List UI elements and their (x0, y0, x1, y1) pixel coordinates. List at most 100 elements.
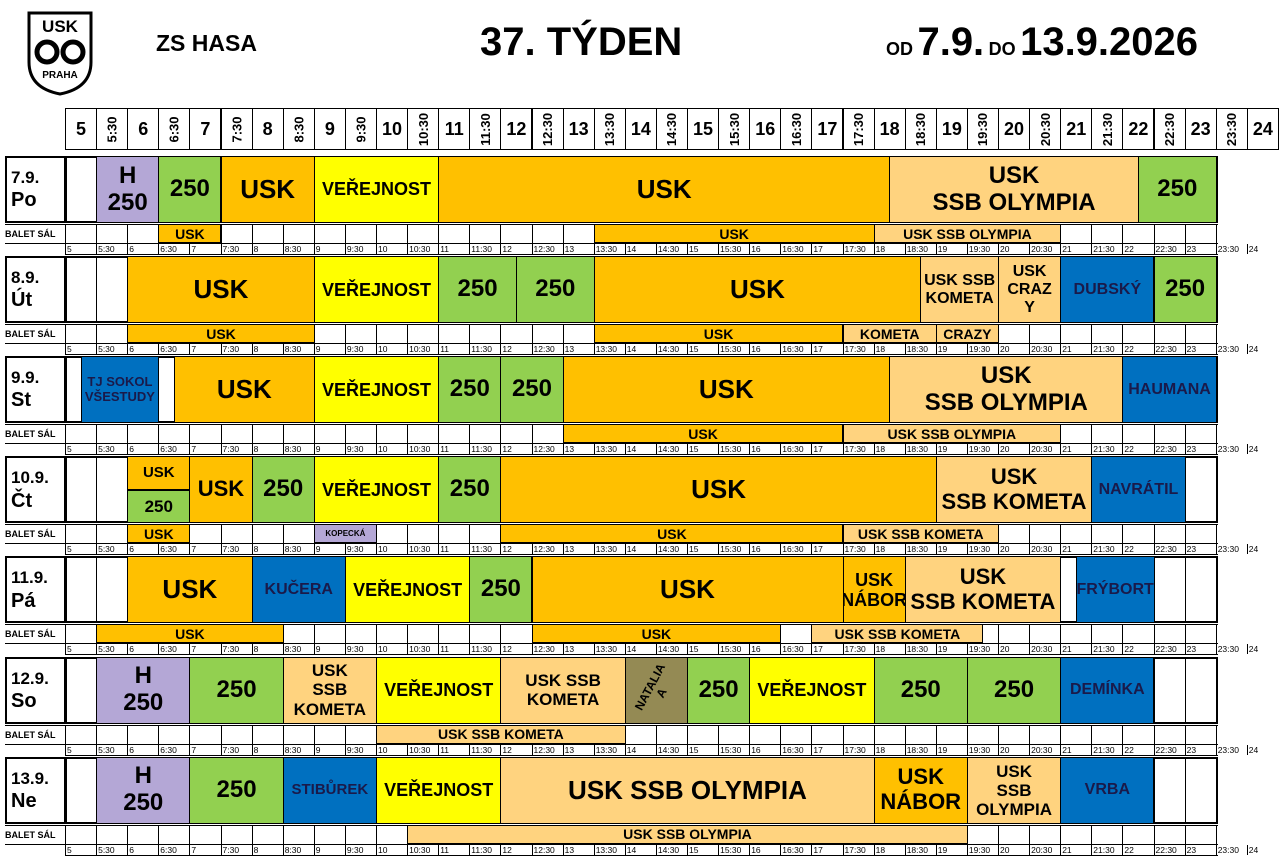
schedule-block[interactable]: 250 (189, 656, 284, 724)
schedule-block[interactable]: FRÝBORT (1075, 556, 1155, 624)
schedule-block-label: 250 (480, 575, 521, 603)
schedule-block[interactable]: USK SSB KOMETA (920, 256, 999, 324)
time-tick: 18 (873, 444, 886, 455)
schedule-block[interactable]: VEŘEJNOST (313, 456, 440, 524)
balet-block[interactable]: USK (593, 324, 844, 344)
schedule-block[interactable]: USK (438, 156, 891, 223)
schedule-block[interactable]: USK (127, 256, 315, 324)
schedule-block-label: 250 (449, 375, 490, 403)
grid-line (344, 824, 346, 844)
schedule-block[interactable]: 250 (966, 656, 1062, 724)
balet-block[interactable]: USK (127, 524, 191, 544)
time-tick: 24 (1246, 344, 1259, 355)
schedule-block[interactable]: 250 (1137, 156, 1217, 223)
balet-block[interactable]: KOMETA (842, 324, 937, 344)
schedule-block[interactable]: USK (500, 456, 937, 524)
schedule-block[interactable]: 250 (438, 356, 502, 424)
schedule-block[interactable]: VEŘEJNOST (313, 256, 440, 324)
schedule-block[interactable]: 250 (515, 256, 595, 324)
time-tick: 23 (1184, 844, 1197, 855)
schedule-block[interactable]: H 250 (96, 756, 191, 824)
grid-line (904, 724, 906, 744)
schedule-block[interactable]: USK SSB OLYMPIA (889, 356, 1124, 424)
time-header-cell: 19:30 (966, 108, 999, 150)
schedule-block[interactable]: NAVRÁTIL (1091, 456, 1186, 524)
balet-block[interactable]: USK SSB KOMETA (842, 524, 999, 544)
day-date: 10.9. (11, 468, 49, 488)
schedule-block[interactable]: 250 (189, 756, 284, 824)
balet-block[interactable]: USK (96, 624, 284, 644)
schedule-block[interactable]: USK SSB KOMETA (282, 656, 377, 724)
time-tick: 21 (1060, 644, 1072, 655)
schedule-block[interactable]: 250 (873, 656, 968, 724)
schedule-block[interactable]: VRBA (1060, 756, 1155, 824)
schedule-block[interactable]: VEŘEJNOST (749, 656, 875, 724)
schedule-block[interactable]: 250 (251, 456, 315, 524)
schedule-block[interactable]: USK NÁBOR (873, 756, 968, 824)
balet-block[interactable]: USK (500, 524, 844, 544)
schedule-block[interactable]: USK (127, 456, 191, 490)
schedule-block[interactable]: VEŘEJNOST (313, 156, 440, 223)
balet-block[interactable]: USK (531, 624, 782, 644)
schedule-block[interactable]: 250 (500, 356, 564, 424)
day-label: 11.9. Pá (5, 556, 66, 624)
schedule-block[interactable]: 250 (158, 156, 222, 223)
schedule-block[interactable]: USK CRAZ Y (998, 256, 1062, 324)
grid-line (1091, 324, 1093, 344)
schedule-block[interactable]: DUBSKÝ (1060, 256, 1155, 324)
time-tick: 22:30 (1153, 544, 1177, 555)
schedule-block[interactable]: USK SSB KOMETA (904, 556, 1062, 624)
schedule-block[interactable]: USK SSB OLYMPIA (500, 756, 875, 824)
schedule-block[interactable]: VEŘEJNOST (376, 656, 502, 724)
schedule-block[interactable]: USK SSB KOMETA (935, 456, 1093, 524)
schedule-block[interactable]: H 250 (96, 156, 160, 223)
schedule-block[interactable]: USK (173, 356, 315, 424)
balet-block[interactable]: USK (593, 224, 875, 243)
schedule-block[interactable]: DEMÍNKA (1060, 656, 1155, 724)
balet-block[interactable]: CRAZY (935, 324, 999, 344)
time-tick: 14 (624, 444, 637, 455)
schedule-block[interactable]: 250 (1153, 256, 1217, 324)
schedule-block[interactable]: 250 (438, 456, 502, 524)
time-tick: 6 (127, 844, 134, 855)
schedule-block-label: USK (698, 374, 754, 405)
schedule-block[interactable]: USK (127, 556, 253, 624)
schedule-block[interactable]: STIBŮREK (282, 756, 377, 824)
schedule-block[interactable]: H 250 (96, 656, 191, 724)
balet-block-label: USK SSB KOMETA (834, 625, 961, 642)
schedule-block[interactable]: VEŘEJNOST (376, 756, 502, 824)
schedule-block[interactable]: USK (220, 156, 315, 223)
grid-line (220, 724, 222, 744)
schedule-block[interactable]: USK NÁBOR (842, 556, 906, 624)
schedule-block[interactable]: USK (531, 556, 844, 624)
balet-block[interactable]: USK (127, 324, 315, 344)
schedule-block[interactable]: USK (562, 356, 891, 424)
balet-block[interactable]: KOPECKÁ (313, 524, 377, 544)
schedule-block[interactable]: 250 (469, 556, 533, 624)
schedule-block[interactable]: VEŘEJNOST (313, 356, 440, 424)
balet-block[interactable]: USK SSB OLYMPIA (842, 424, 1062, 444)
balet-block[interactable]: USK SSB KOMETA (376, 724, 626, 744)
balet-block[interactable]: USK SSB OLYMPIA (873, 224, 1062, 243)
schedule-block[interactable]: VEŘEJNOST (344, 556, 471, 624)
balet-block[interactable]: USK SSB KOMETA (811, 624, 984, 644)
schedule-block[interactable]: KUČERA (251, 556, 346, 624)
schedule-block-label: USK SSB KOMETA (910, 564, 1056, 614)
schedule-block[interactable]: 250 (127, 489, 191, 524)
schedule-block[interactable]: USK (593, 256, 922, 324)
schedule-block[interactable]: USK SSB KOMETA (500, 656, 626, 724)
schedule-block[interactable]: USK SSB OLYMPIA (966, 756, 1062, 824)
time-tick: 19 (935, 844, 948, 855)
schedule-block[interactable]: USK SSB OLYMPIA (889, 156, 1139, 223)
schedule-block[interactable]: USK (189, 456, 253, 524)
balet-block[interactable]: USK (158, 224, 222, 243)
balet-block[interactable]: USK SSB OLYMPIA (407, 824, 968, 844)
schedule-block[interactable]: HAUMANA (1122, 356, 1217, 424)
balet-block[interactable]: USK (562, 424, 844, 444)
schedule-block[interactable]: 250 (438, 256, 517, 324)
grid-line (438, 324, 440, 344)
schedule-block[interactable]: TJ SOKOL VŠESTUDY (80, 356, 160, 424)
time-tick: 15 (687, 644, 699, 655)
schedule-block[interactable]: NATALIA A (624, 656, 688, 724)
schedule-block[interactable]: 250 (687, 656, 751, 724)
